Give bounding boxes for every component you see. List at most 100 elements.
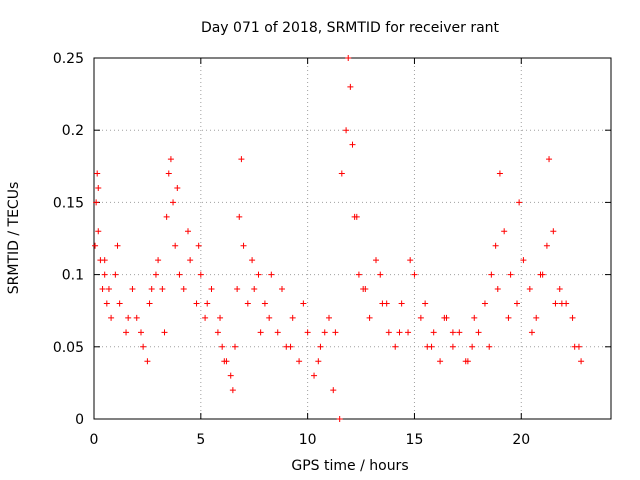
data-point — [428, 343, 435, 350]
chart-title: Day 071 of 2018, SRMTID for receiver ran… — [201, 20, 500, 36]
data-point — [255, 271, 262, 278]
data-point — [180, 286, 187, 293]
data-point — [268, 271, 275, 278]
data-point — [456, 329, 463, 336]
data-point — [187, 257, 194, 264]
data-point — [349, 141, 356, 148]
data-point — [533, 314, 540, 321]
data-point — [422, 300, 429, 307]
data-point — [95, 184, 102, 191]
data-point — [170, 199, 177, 206]
x-tick-label: 5 — [196, 432, 205, 448]
y-tick-label: 0.1 — [62, 268, 84, 284]
data-point — [232, 343, 238, 350]
data-point — [396, 329, 403, 336]
data-point — [202, 314, 209, 321]
data-point — [274, 329, 281, 336]
data-point — [167, 156, 174, 163]
data-point — [355, 271, 362, 278]
data-point — [176, 271, 183, 278]
data-point — [315, 358, 322, 365]
data-point — [227, 372, 234, 379]
data-point — [214, 329, 221, 336]
data-point — [345, 55, 352, 61]
data-point — [251, 286, 258, 293]
data-point — [449, 329, 456, 336]
data-point — [257, 329, 264, 336]
data-point — [486, 343, 493, 350]
data-point — [240, 242, 247, 249]
data-point — [317, 343, 324, 350]
data-point — [95, 228, 102, 235]
data-point — [398, 300, 405, 307]
data-point — [411, 271, 418, 278]
data-point — [311, 372, 318, 379]
data-point — [174, 184, 181, 191]
data-point — [528, 329, 535, 336]
data-point — [296, 358, 303, 365]
data-point — [101, 271, 108, 278]
data-point — [217, 314, 224, 321]
y-tick-label: 0.2 — [62, 123, 84, 139]
data-point — [330, 387, 337, 394]
data-point — [526, 286, 533, 293]
y-tick-label: 0.25 — [53, 51, 84, 67]
data-point — [261, 300, 268, 307]
data-point — [219, 343, 226, 350]
data-point — [449, 343, 456, 350]
grid-layer — [94, 58, 611, 419]
data-point — [383, 300, 390, 307]
data-point — [405, 329, 412, 336]
data-point — [266, 314, 273, 321]
data-point — [279, 286, 285, 293]
data-point — [501, 228, 508, 235]
data-point — [129, 286, 136, 293]
y-axis-label: SRMTID / TECUs — [6, 182, 22, 295]
data-point — [407, 257, 414, 264]
data-point — [112, 271, 119, 278]
data-point — [552, 300, 559, 307]
data-point — [108, 314, 115, 321]
x-tick-label: 10 — [299, 432, 317, 448]
data-point — [234, 286, 241, 293]
data-point — [437, 358, 444, 365]
data-point — [332, 329, 339, 336]
data-point — [93, 199, 100, 206]
data-point — [204, 300, 211, 307]
data-point — [103, 300, 110, 307]
data-point — [558, 300, 565, 307]
data-point — [366, 314, 373, 321]
data-point — [172, 242, 179, 249]
data-point — [571, 343, 578, 350]
data-point — [377, 271, 384, 278]
data-point — [249, 257, 256, 264]
data-point — [338, 170, 345, 177]
data-point — [159, 286, 166, 293]
data-point — [94, 170, 101, 177]
y-tick-label: 0 — [75, 412, 84, 428]
data-point — [238, 156, 245, 163]
x-tick-label: 0 — [90, 432, 99, 448]
data-point — [516, 199, 523, 206]
data-point — [236, 213, 243, 220]
data-point — [464, 358, 471, 365]
data-point — [385, 329, 392, 336]
data-point — [229, 387, 236, 394]
data-point — [353, 213, 360, 220]
data-point — [114, 242, 121, 249]
data-point — [300, 300, 307, 307]
data-point — [494, 286, 501, 293]
data-point — [507, 271, 514, 278]
data-point — [152, 271, 159, 278]
data-point — [469, 343, 476, 350]
data-point — [185, 228, 191, 235]
data-point — [550, 228, 557, 235]
data-point — [221, 358, 228, 365]
data-point — [304, 329, 311, 336]
data-point — [520, 257, 527, 264]
data-point — [546, 156, 553, 163]
data-point — [505, 314, 512, 321]
data-point — [343, 127, 350, 134]
y-tick-label: 0.15 — [53, 195, 84, 211]
data-point — [289, 314, 296, 321]
